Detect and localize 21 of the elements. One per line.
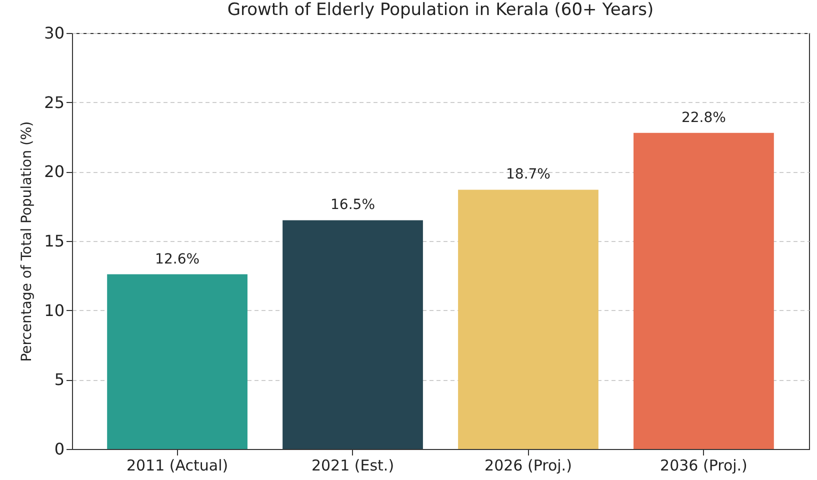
x-tick-label: 2026 (Proj.): [484, 456, 572, 474]
x-tick-label: 2036 (Proj.): [660, 456, 748, 474]
bar: [282, 220, 423, 449]
y-tick-label: 10: [44, 300, 64, 320]
data-label: 22.8%: [681, 110, 726, 126]
y-tick-label: 15: [44, 232, 64, 250]
y-tick-label: 25: [44, 92, 64, 112]
chart-title: Growth of Elderly Population in Kerala (60+ Years): [227, 0, 654, 20]
bar: [107, 274, 248, 449]
bar: [634, 132, 774, 449]
bar: [458, 190, 598, 449]
y-axis-title: Percentage of Total Population (%): [19, 121, 36, 362]
y-tick-label: 30: [44, 24, 64, 42]
data-label: 18.7%: [506, 166, 550, 183]
data-label: 12.6%: [155, 251, 200, 268]
data-label: 16.5%: [330, 197, 376, 214]
x-tick-label: 2021 (Est.): [311, 456, 394, 474]
y-tick-label: 5: [54, 370, 64, 390]
y-tick-label: 0: [54, 440, 64, 458]
y-tick-label: 20: [44, 162, 64, 182]
x-tick-label: 2011 (Actual): [126, 456, 228, 474]
